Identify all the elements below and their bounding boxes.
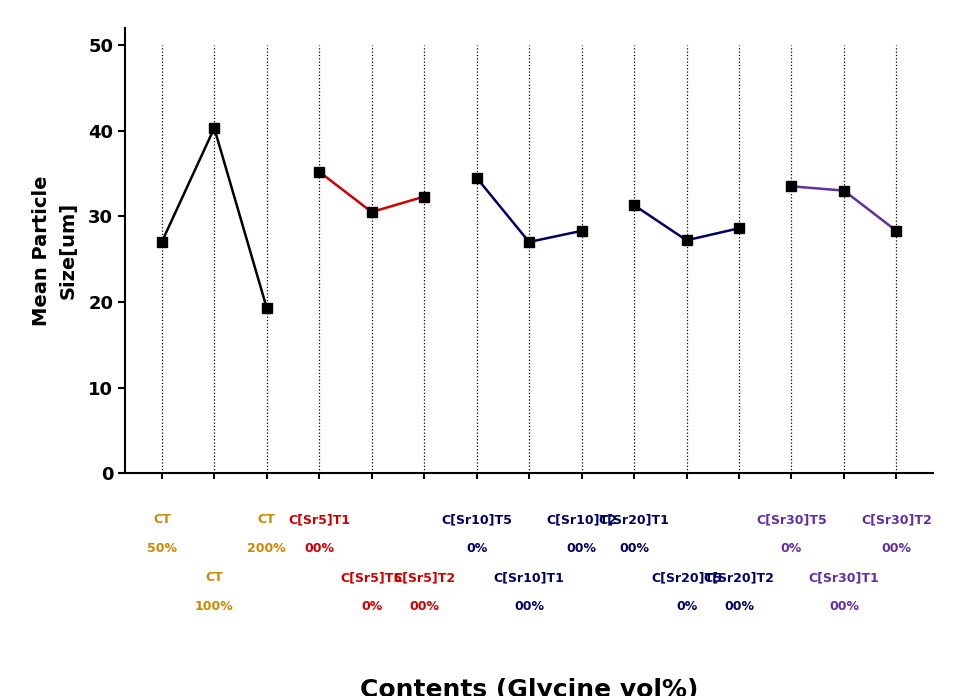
Text: C[Sr10]T1: C[Sr10]T1 xyxy=(493,571,564,584)
Text: C[Sr30]T1: C[Sr30]T1 xyxy=(808,571,878,584)
Text: 00%: 00% xyxy=(880,542,910,555)
Text: 100%: 100% xyxy=(195,600,234,613)
Text: C[Sr20]T2: C[Sr20]T2 xyxy=(702,571,774,584)
Text: C[Sr30]T5: C[Sr30]T5 xyxy=(755,514,825,526)
Text: 200%: 200% xyxy=(247,542,285,555)
Text: 0%: 0% xyxy=(676,600,697,613)
Text: 00%: 00% xyxy=(566,542,596,555)
Text: Contents (Glycine vol%): Contents (Glycine vol%) xyxy=(359,678,698,696)
Text: 0%: 0% xyxy=(465,542,486,555)
Text: 0%: 0% xyxy=(360,600,382,613)
Text: 00%: 00% xyxy=(304,542,333,555)
Text: C[Sr5]T1: C[Sr5]T1 xyxy=(288,514,350,526)
Text: C[Sr5]T2: C[Sr5]T2 xyxy=(393,571,455,584)
Text: 00%: 00% xyxy=(828,600,858,613)
Text: 00%: 00% xyxy=(618,542,649,555)
Text: C[Sr30]T2: C[Sr30]T2 xyxy=(860,514,931,526)
Text: CT: CT xyxy=(206,571,223,584)
Text: C[Sr10]T2: C[Sr10]T2 xyxy=(546,514,616,526)
Y-axis label: Mean Particle
Size[um]: Mean Particle Size[um] xyxy=(32,175,77,326)
Text: C[Sr20]T5: C[Sr20]T5 xyxy=(651,571,721,584)
Text: CT: CT xyxy=(258,514,275,526)
Text: 0%: 0% xyxy=(780,542,801,555)
Text: 00%: 00% xyxy=(513,600,544,613)
Text: 50%: 50% xyxy=(147,542,177,555)
Text: C[Sr20]T1: C[Sr20]T1 xyxy=(598,514,669,526)
Text: C[Sr10]T5: C[Sr10]T5 xyxy=(441,514,511,526)
Text: 00%: 00% xyxy=(408,600,439,613)
Text: C[Sr5]T5: C[Sr5]T5 xyxy=(340,571,403,584)
Text: 00%: 00% xyxy=(724,600,753,613)
Text: CT: CT xyxy=(153,514,170,526)
